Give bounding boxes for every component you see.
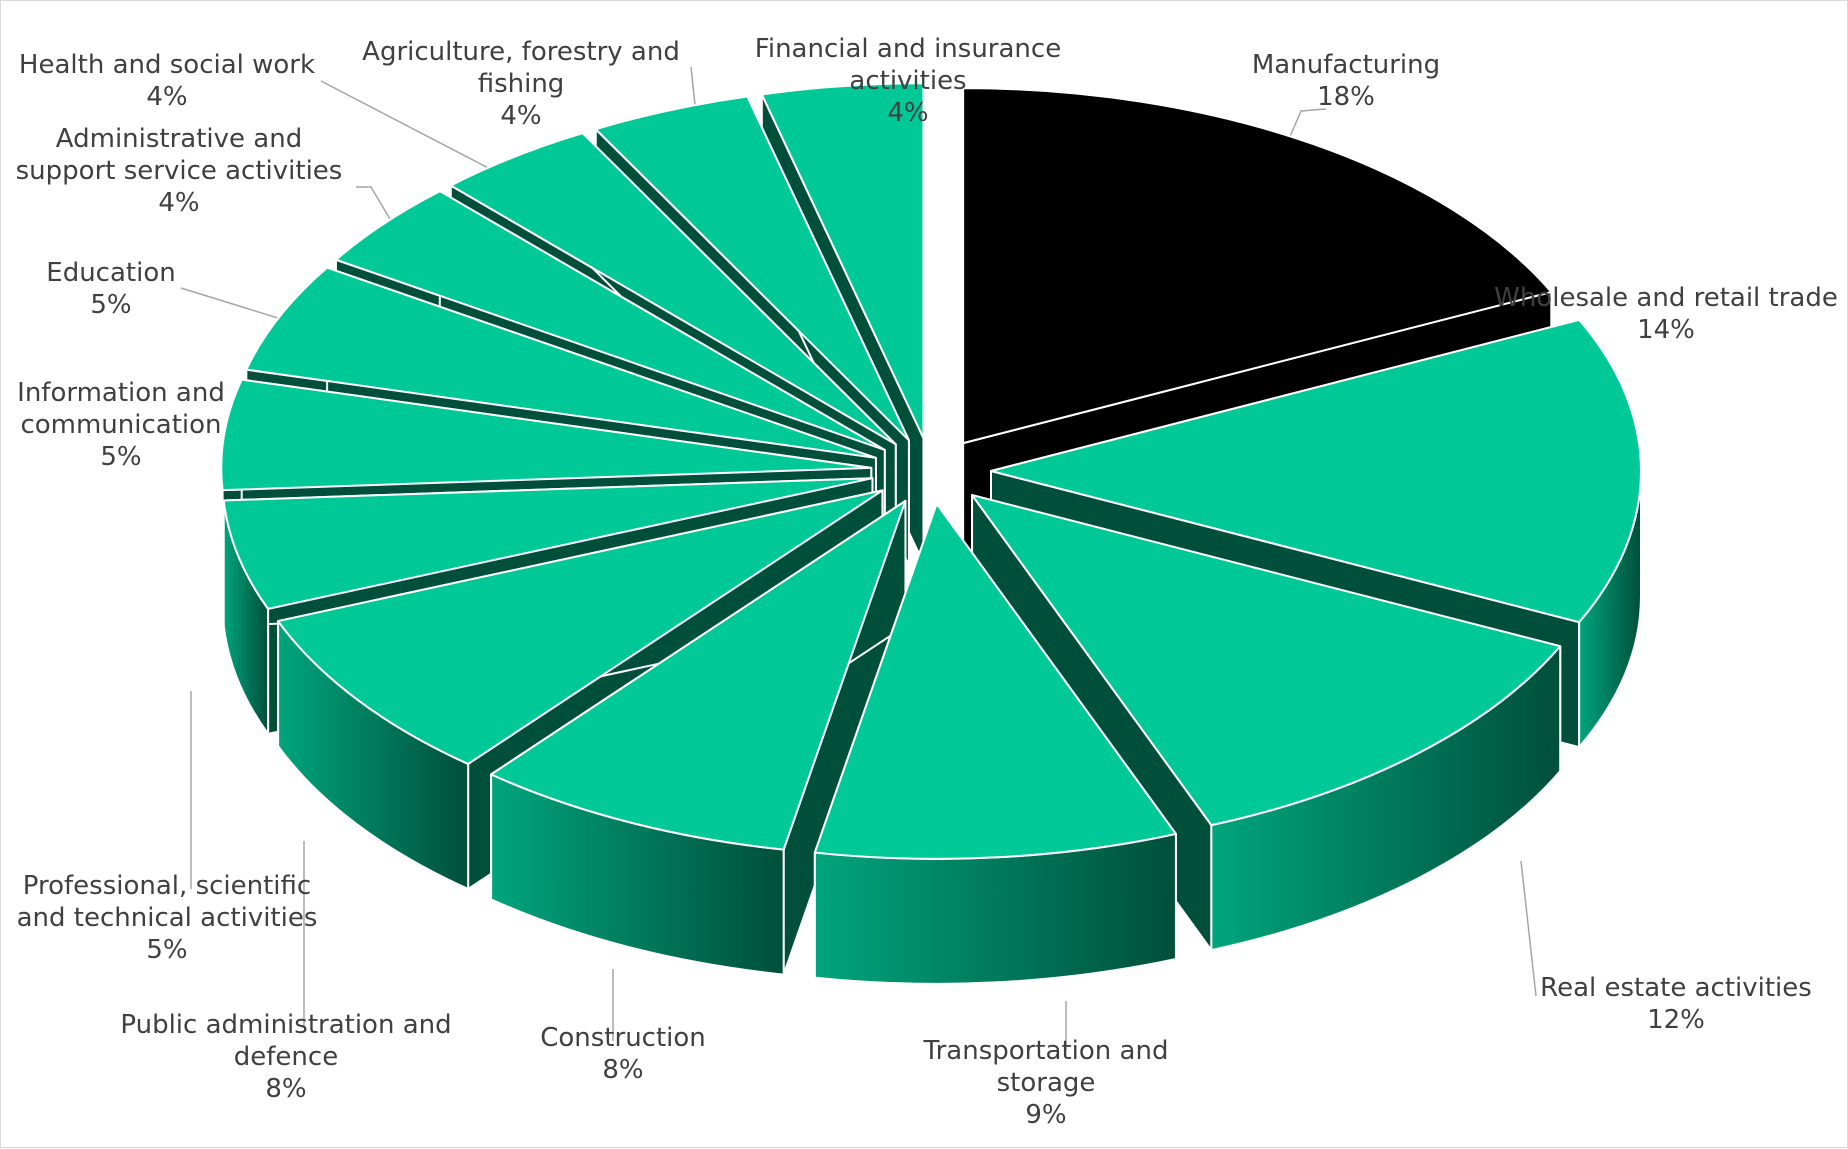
slice-top-face <box>971 494 1562 827</box>
slice-category-label: Manufacturing <box>1252 50 1440 80</box>
slice-category-label: Real estate activities <box>1540 973 1812 1003</box>
slice-top-face <box>962 87 1553 445</box>
data-labels: Manufacturing 18% Wholesale and retail tra… <box>16 34 1838 1130</box>
slice-category-label: Financial and insurance <box>755 34 1061 64</box>
slice-value-label: 4% <box>887 98 928 128</box>
slice-category-label: defence <box>234 1042 338 1072</box>
slice-value-label: 4% <box>146 82 187 112</box>
slice-label: Wholesale and retail trade 14% <box>1494 283 1838 345</box>
leader-line <box>180 287 282 320</box>
slice-label: Administrative and support service activi… <box>16 124 343 218</box>
slice-label: Transportation and storage 9% <box>923 1036 1169 1130</box>
slice-value-label: 14% <box>1637 315 1695 345</box>
slice-category-label: Wholesale and retail trade <box>1494 283 1838 313</box>
pie-slice <box>813 502 1177 985</box>
slice-label: Education 5% <box>46 258 175 320</box>
slice-label: Manufacturing 18% <box>1252 50 1440 112</box>
slice-category-label: and technical activities <box>17 903 318 933</box>
slice-value-label: 8% <box>265 1074 306 1104</box>
slice-category-label: Administrative and <box>56 124 302 154</box>
slice-category-label: Agriculture, forestry and <box>362 37 680 67</box>
slice-value-label: 5% <box>146 935 187 965</box>
slice-top-face <box>813 502 1177 860</box>
slice-value-label: 5% <box>100 442 141 472</box>
slice-top-face <box>220 378 873 492</box>
slice-category-label: storage <box>997 1068 1096 1098</box>
slice-label: Agriculture, forestry and fishing 4% <box>362 37 680 131</box>
slice-label: Financial and insurance activities 4% <box>755 34 1061 128</box>
slice-value-label: 4% <box>500 101 541 131</box>
slice-top-face <box>222 477 874 610</box>
slice-category-label: communication <box>20 410 221 440</box>
slice-top-face <box>334 190 886 451</box>
slice-top-face <box>490 499 907 851</box>
slice-value-label: 18% <box>1317 82 1375 112</box>
slice-category-label: support service activities <box>16 156 343 186</box>
slice-label: Health and social work 4% <box>19 50 315 112</box>
slice-category-label: Information and <box>17 378 225 408</box>
slice-category-label: Education <box>46 258 175 288</box>
slice-category-label: Public administration and <box>120 1010 451 1040</box>
slice-label: Construction 8% <box>540 1023 706 1085</box>
pie-slices <box>220 82 1642 985</box>
slice-value-label: 12% <box>1647 1005 1705 1035</box>
slice-top-face <box>594 95 910 442</box>
slice-top-face <box>449 132 897 446</box>
slice-category-label: Transportation and <box>923 1036 1169 1066</box>
slice-category-label: fishing <box>478 69 565 99</box>
slice-value-label: 9% <box>1025 1100 1066 1130</box>
slice-label: Real estate activities 12% <box>1540 973 1812 1035</box>
leader-line <box>1520 860 1537 997</box>
slice-label: Information and communication 5% <box>17 378 225 472</box>
slice-value-label: 8% <box>602 1055 643 1085</box>
slice-top-face <box>277 489 884 765</box>
slice-top-face <box>760 82 925 440</box>
slice-top-face <box>990 318 1642 624</box>
slice-category-label: activities <box>849 66 966 96</box>
slice-category-label: Professional, scientific <box>23 871 311 901</box>
pie-slice <box>490 499 907 976</box>
slice-top-face <box>245 266 877 459</box>
slice-category-label: Construction <box>540 1023 706 1053</box>
slice-label: Public administration and defence 8% <box>120 1010 451 1104</box>
slice-value-label: 5% <box>90 290 131 320</box>
slice-value-label: 4% <box>158 188 199 218</box>
slice-category-label: Health and social work <box>19 50 315 80</box>
slice-label: Professional, scientific and technical ac… <box>17 871 318 965</box>
